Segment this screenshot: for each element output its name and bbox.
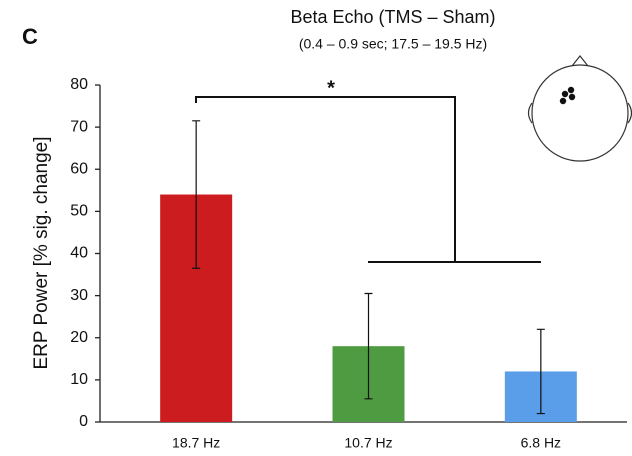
y-tick-label: 20 <box>70 329 88 346</box>
x-tick-label: 6.8 Hz <box>521 435 561 451</box>
significance-star: * <box>327 77 335 99</box>
y-tick-label: 0 <box>79 413 88 430</box>
significance-bracket <box>195 96 541 263</box>
y-tick-label: 30 <box>70 287 88 304</box>
x-tick-label: 18.7 Hz <box>172 435 220 451</box>
head <box>531 64 629 162</box>
y-tick-label: 70 <box>70 118 88 135</box>
electrode <box>567 86 575 94</box>
head-ear <box>527 102 533 124</box>
y-tick-label: 40 <box>70 245 88 262</box>
electrode <box>561 90 569 98</box>
electrode <box>559 97 567 105</box>
y-tick-label: 50 <box>70 203 88 220</box>
chart-title: Beta Echo (TMS – Sham) <box>290 7 495 27</box>
x-tick-label: 10.7 Hz <box>344 435 392 451</box>
y-tick-label: 80 <box>70 76 88 93</box>
panel-label: C <box>22 24 38 49</box>
head-diagram <box>527 55 632 162</box>
chart-subtitle: (0.4 – 0.9 sec; 17.5 – 19.5 Hz) <box>299 36 487 52</box>
error-bar <box>536 328 545 415</box>
head-nose <box>571 55 589 67</box>
y-axis-label: ERP Power [% sig. change] <box>31 136 52 369</box>
error-bar <box>364 292 373 400</box>
electrode <box>568 93 576 101</box>
y-tick-label: 60 <box>70 160 88 177</box>
y-tick-label: 10 <box>70 371 88 388</box>
error-bar <box>192 120 201 269</box>
